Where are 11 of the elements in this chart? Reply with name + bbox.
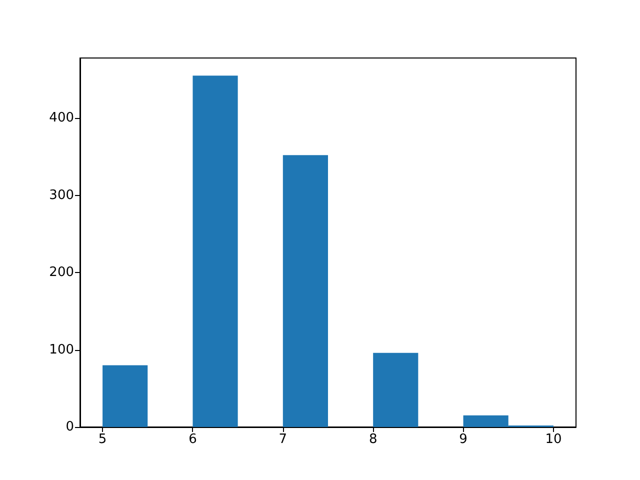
y-tick-label: 300 [49,188,74,203]
x-tick-label: 7 [278,432,288,447]
x-tick-label: 8 [368,432,378,447]
x-tick-label: 10 [545,432,562,447]
y-tick-label: 0 [66,420,74,434]
x-tick-label: 9 [459,432,468,447]
x-tick-label: 5 [98,432,107,447]
y-tick-label: 400 [49,110,74,126]
y-tick-label: 100 [49,342,74,358]
x-tick-label: 6 [188,432,197,447]
y-tick-label: 200 [49,265,74,280]
